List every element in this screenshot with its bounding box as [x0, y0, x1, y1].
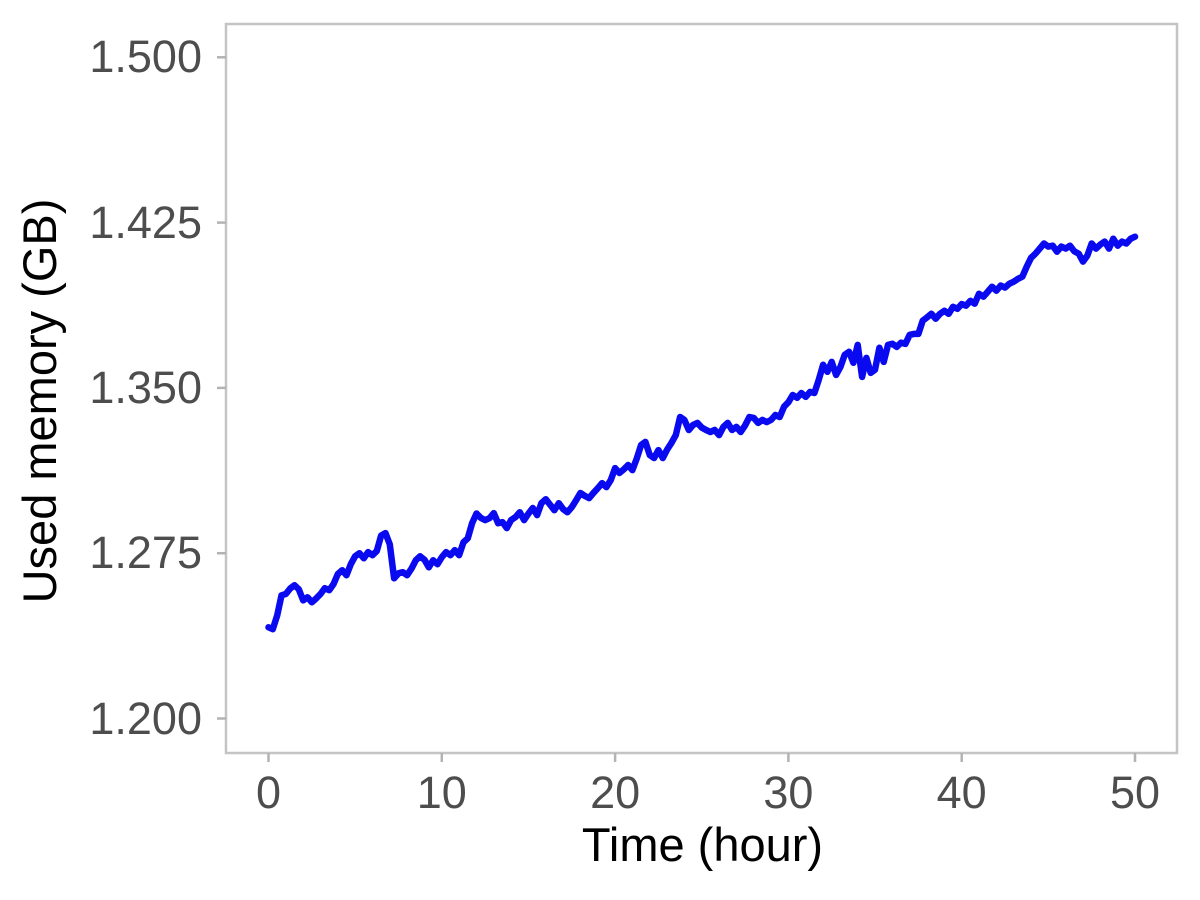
plot-panel [224, 22, 1179, 755]
x-tick-label: 30 [763, 767, 814, 818]
x-tick-label: 20 [590, 767, 641, 818]
y-tick-label: 1.500 [89, 31, 202, 83]
x-tick-label: 50 [1109, 767, 1161, 818]
x-axis-ticks [267, 753, 1137, 762]
y-tick-label: 1.275 [89, 527, 202, 579]
y-axis-ticks [217, 56, 226, 720]
y-tick-label: 1.425 [89, 196, 202, 248]
y-axis-title: Used memory (GB) [13, 198, 66, 604]
x-axis-title: Time (hour) [581, 818, 824, 871]
x-tick-label: 0 [255, 767, 282, 818]
y-tick-label: 1.350 [89, 361, 202, 413]
memory-usage-line [265, 233, 1139, 633]
x-tick-label: 40 [936, 767, 987, 818]
y-tick-label: 1.200 [89, 692, 202, 744]
x-tick-label: 10 [416, 767, 467, 818]
